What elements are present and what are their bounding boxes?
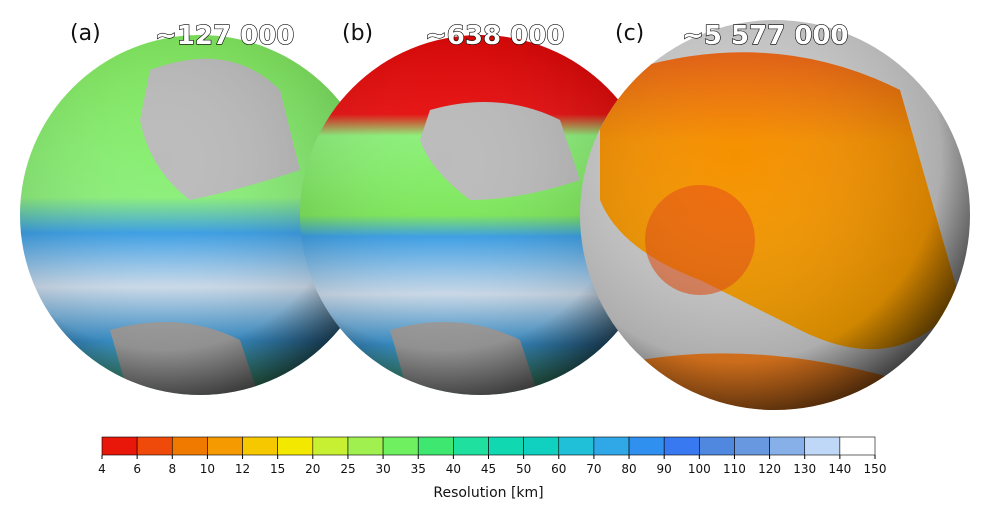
colorbar-segment	[453, 436, 489, 456]
globe-a	[20, 35, 380, 395]
colorbar-tick-label: 70	[586, 462, 601, 476]
colorbar-segment	[277, 436, 314, 456]
colorbar-segment	[699, 436, 735, 456]
colorbar-tick-label: 80	[621, 462, 636, 476]
colorbar-tick-label: 110	[723, 462, 746, 476]
colorbar-segment	[804, 436, 841, 456]
panel-label: (a)	[70, 21, 101, 46]
colorbar: 4 6 8 10 12 15 20 25 30 35 40 45 50 60 70 80 90 100 110 120…	[98, 436, 887, 501]
colorbar-tick-label: 40	[446, 462, 461, 476]
colorbar-tick-label: 12	[235, 462, 250, 476]
colorbar-tick-label: 45	[481, 462, 496, 476]
colorbar-tick-label: 25	[340, 462, 355, 476]
globe-b	[300, 35, 660, 395]
colorbar-segment	[417, 436, 454, 456]
colorbar-segment	[171, 436, 208, 456]
colorbar-tick-label: 90	[657, 462, 672, 476]
colorbar-segment	[382, 436, 419, 456]
colorbar-tick-label: 50	[516, 462, 531, 476]
colorbar-label: Resolution [km]	[433, 485, 543, 501]
colorbar-tick-label: 130	[793, 462, 816, 476]
colorbar-segment	[312, 436, 349, 456]
colorbar-segment	[242, 436, 278, 456]
colorbar-tick-label: 6	[133, 462, 141, 476]
panel-label: (b)	[342, 21, 373, 46]
globe-c	[580, 20, 970, 410]
colorbar-tick-label: 10	[200, 462, 215, 476]
colorbar-segment	[101, 436, 138, 456]
colorbar-tick-label: 8	[168, 462, 176, 476]
colorbar-segment	[207, 436, 243, 456]
colorbar-segment	[347, 436, 384, 456]
panel-labels: (a) ~127 000 (b) ~638 000 (c) ~5 577 000	[70, 20, 849, 51]
colorbar-tick-label: 100	[688, 462, 711, 476]
colorbar-segment	[593, 436, 630, 456]
colorbar-segment	[523, 436, 560, 456]
colorbar-tick-label: 140	[828, 462, 851, 476]
colorbar-tick-label: 150	[864, 462, 887, 476]
colorbar-tick-label: 4	[98, 462, 106, 476]
panel-label: (c)	[615, 21, 644, 46]
colorbar-tick-label: 35	[411, 462, 426, 476]
node-count: ~638 000	[425, 21, 564, 51]
colorbar-segment	[558, 436, 595, 456]
node-count: ~127 000	[155, 21, 294, 51]
colorbar-segment	[628, 436, 665, 456]
colorbar-segment	[488, 436, 524, 456]
colorbar-segment	[663, 436, 700, 456]
colorbar-segment	[734, 436, 770, 456]
colorbar-tick-label: 120	[758, 462, 781, 476]
node-count: ~5 577 000	[682, 21, 849, 51]
colorbar-tick-label: 30	[375, 462, 390, 476]
colorbar-segment	[839, 436, 876, 456]
colorbar-segment	[136, 436, 173, 456]
colorbar-tick-label: 15	[270, 462, 285, 476]
colorbar-tick-label: 60	[551, 462, 566, 476]
colorbar-segment	[769, 436, 806, 456]
colorbar-tick-label: 20	[305, 462, 320, 476]
